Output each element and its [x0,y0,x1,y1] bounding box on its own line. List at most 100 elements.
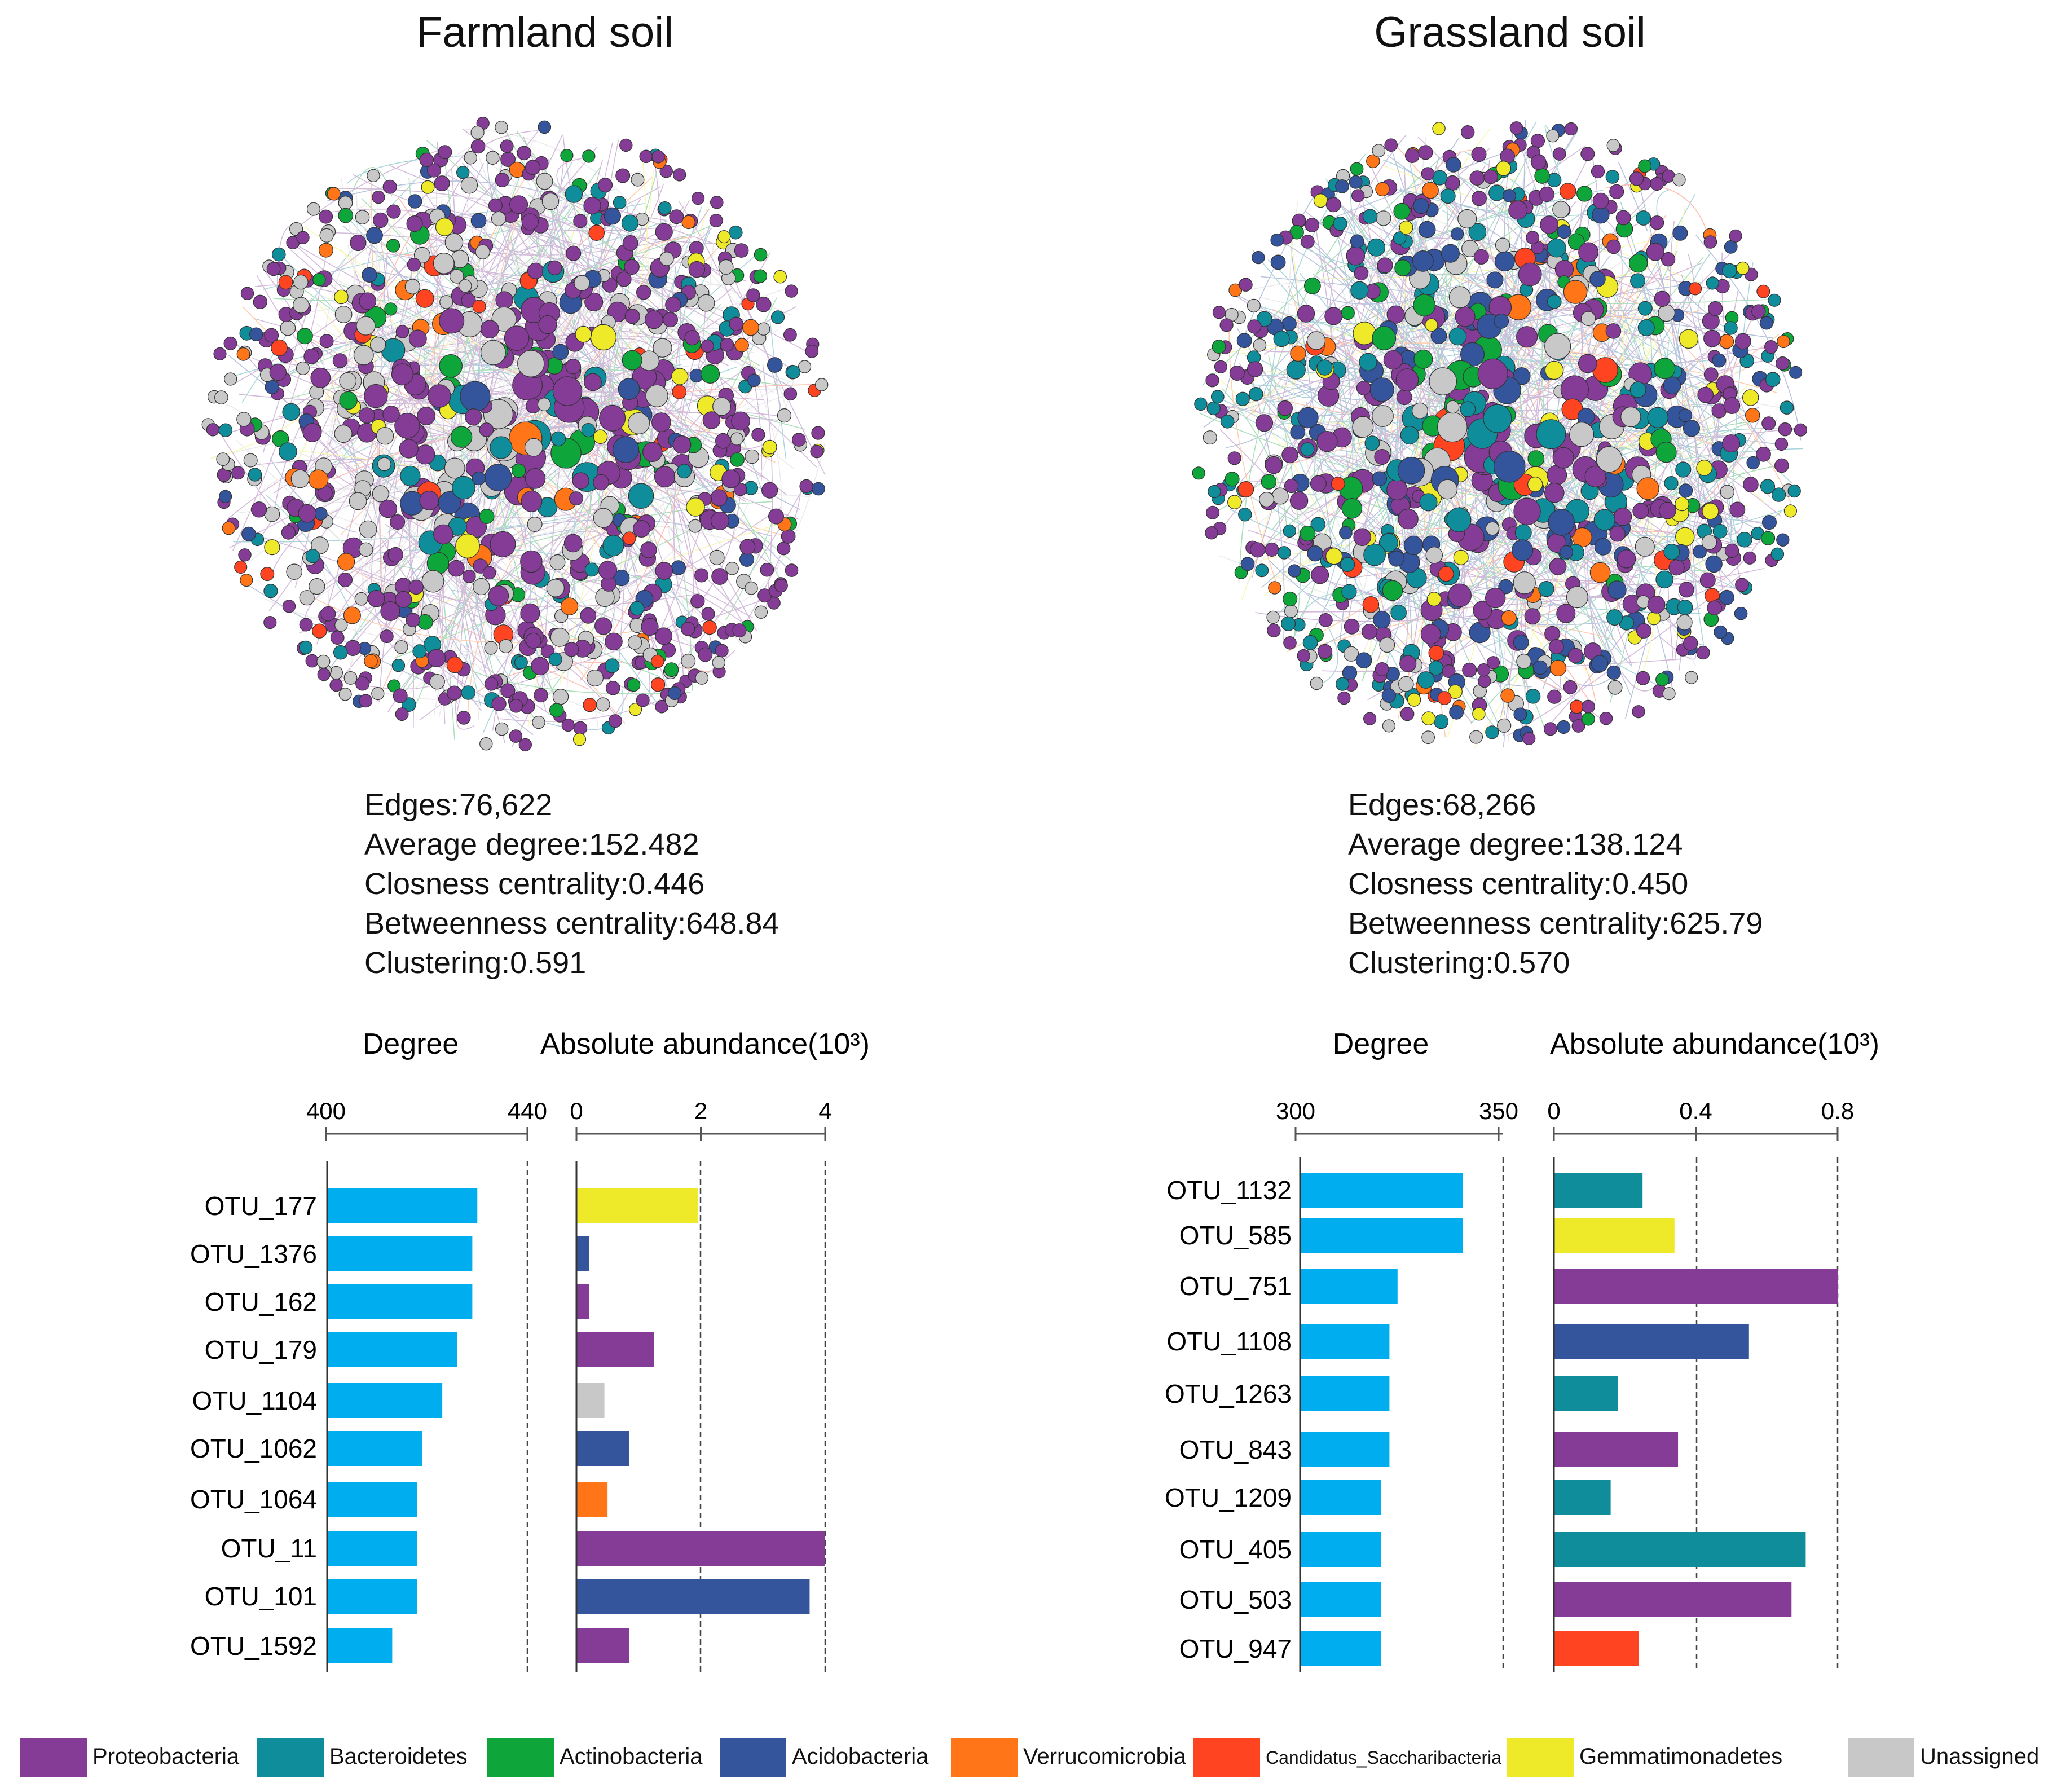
network-node [1742,389,1759,406]
network-node [1609,526,1626,542]
network-node [334,618,348,632]
network-edge [1342,381,1457,460]
network-node [1471,147,1487,162]
network-node [811,426,825,440]
network-node [299,590,315,606]
network-node [627,678,641,692]
network-node [1382,719,1395,733]
network-node [1714,625,1727,639]
network-node [1208,485,1221,499]
network-node [534,688,548,703]
network-node [1683,636,1698,651]
network-node [1432,122,1446,135]
network-node [798,360,812,373]
network-node [651,412,671,432]
network-node [238,548,252,562]
network-node [1363,712,1377,725]
network-node [1212,340,1226,354]
network-node [1473,601,1492,620]
network-node [338,195,353,210]
network-node [1220,414,1235,429]
network-node [1658,304,1675,322]
network-node [1422,182,1439,199]
network-node [1399,221,1413,235]
network-node [1485,725,1499,739]
network-node [1596,446,1623,473]
network-edge [386,254,420,325]
network-node [484,464,512,491]
network-node [584,562,599,577]
network-node [688,261,706,278]
network-node [470,139,486,154]
network-node [701,607,715,621]
network-node [1581,712,1595,726]
bar-otu-585 [1554,1218,1675,1253]
network-node [783,387,798,401]
network-node [1729,501,1746,518]
network-node [1344,618,1360,635]
network-node [709,549,725,566]
network-node [1289,491,1309,510]
network-node [1548,639,1564,654]
legend-label: Acidobacteria [792,1744,929,1769]
network-node [298,504,317,523]
network-node [1303,277,1321,294]
network-node [1675,527,1695,547]
network-node [1383,350,1403,370]
grassland-edges: Edges:68,266 [1348,788,1536,822]
network-node [1486,271,1504,289]
network-edge [307,507,496,637]
network-node [1563,680,1578,694]
network-node [1372,144,1386,158]
network-node [745,449,759,464]
network-node [500,139,514,153]
network-node [460,381,491,412]
network-node [1760,316,1774,330]
network-node [1722,434,1741,453]
network-edge [482,527,509,568]
network-node [1605,323,1622,339]
network-node [1655,570,1673,589]
network-node [1566,586,1588,609]
network-edge [1254,373,1626,439]
network-node [338,573,353,587]
network-node [1712,523,1728,539]
network-node [517,350,545,377]
network-node [604,207,622,225]
network-edge [1250,371,1289,418]
network-node [622,235,638,251]
network-node [613,196,627,209]
network-node [362,267,377,283]
network-node [1344,646,1359,662]
network-node [1300,525,1316,541]
network-node [1413,198,1429,214]
network-node [444,233,464,252]
bar-otu-1376 [577,1236,589,1271]
network-node [1774,458,1789,473]
legend-swatch [487,1738,554,1777]
network-node [499,639,513,654]
legend-label: Candidatus_Saccharibacteria [1266,1747,1502,1768]
network-edge [1359,185,1410,658]
bar-otu-1104 [577,1383,605,1418]
network-node [310,367,331,388]
network-node [334,306,353,323]
network-node [615,168,631,183]
network-node [532,715,545,729]
network-node [470,125,485,139]
network-node [290,469,310,488]
network-node [1734,333,1751,350]
network-node [1381,688,1396,703]
network-node [747,373,761,388]
network-node [1354,266,1369,281]
x-tick-label: 400 [306,1098,346,1124]
network-node [574,275,590,291]
network-edge [486,162,525,261]
network-node [569,491,583,506]
category-label: OTU_1592 [190,1631,317,1661]
network-node [1413,294,1436,316]
network-node [1382,580,1403,601]
network-node [1236,333,1252,349]
network-node [1346,246,1366,266]
network-node [1549,659,1567,677]
